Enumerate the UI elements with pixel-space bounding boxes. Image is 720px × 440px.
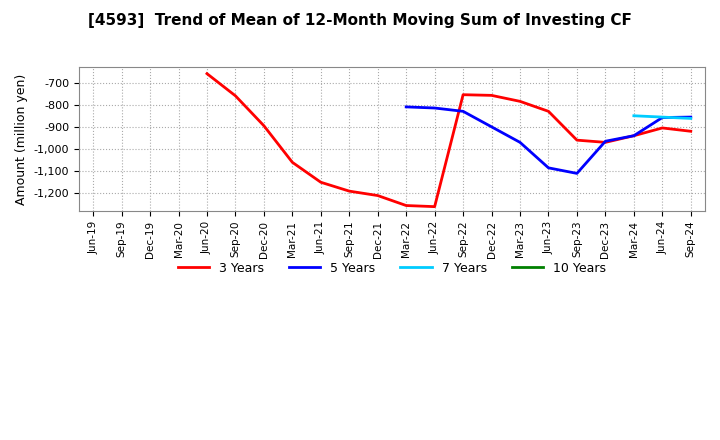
Legend: 3 Years, 5 Years, 7 Years, 10 Years: 3 Years, 5 Years, 7 Years, 10 Years	[173, 257, 611, 280]
Text: [4593]  Trend of Mean of 12-Month Moving Sum of Investing CF: [4593] Trend of Mean of 12-Month Moving …	[88, 13, 632, 28]
Y-axis label: Amount (million yen): Amount (million yen)	[15, 73, 28, 205]
